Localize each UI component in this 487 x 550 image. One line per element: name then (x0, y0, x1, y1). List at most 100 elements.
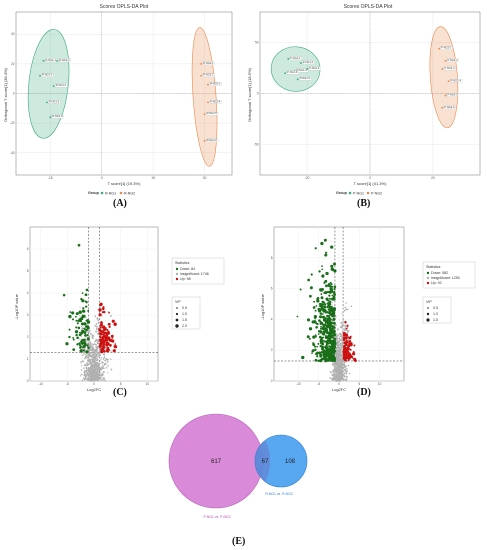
volcano-point-insignificant (80, 365, 83, 367)
volcano-point-down (333, 269, 337, 273)
volcano-point-down (331, 297, 334, 300)
volcano-point-insignificant (338, 364, 341, 367)
point-label: R-NG2-1 (203, 61, 214, 65)
volcano-point-up (108, 311, 110, 314)
volcano-point-down (330, 245, 334, 249)
point-label: R-NG2-2 (203, 73, 214, 77)
volcano-point-down (315, 325, 318, 329)
volcano-point-insignificant (339, 338, 342, 341)
volcano-point-insignificant (343, 325, 345, 327)
volcano-point-insignificant (86, 379, 89, 381)
volcano-point-insignificant (345, 328, 347, 331)
x-tick-label: 0 (101, 176, 103, 180)
venn-overlap-region (255, 440, 271, 482)
volcano-point-up (354, 359, 357, 363)
volcano-point-insignificant (103, 367, 105, 369)
y-tick-label: 1 (27, 357, 29, 361)
volcano-point-down (84, 334, 87, 337)
volcano-point-down (320, 241, 324, 246)
volcano-point-insignificant (91, 367, 94, 369)
volcano-point-insignificant (110, 368, 113, 371)
point-label: P-NG2-6 (444, 105, 455, 109)
volcano-point-down (333, 337, 337, 341)
volcano-point-down (74, 330, 79, 334)
volcano-point-insignificant (92, 337, 94, 340)
volcano-point-insignificant (346, 330, 349, 332)
volcano-point-insignificant (95, 366, 98, 368)
volcano-point-down (328, 317, 331, 320)
volcano-point-insignificant (345, 325, 347, 328)
volcano-point-insignificant (345, 370, 348, 372)
volcano-point-insignificant (98, 352, 100, 354)
score-point (441, 68, 444, 70)
volcano-point-insignificant (94, 315, 97, 318)
volcano-point-down (313, 300, 316, 303)
volcano-point-insignificant (336, 366, 338, 368)
chart-c-vip-item-4: 2.0 (182, 324, 187, 328)
volcano-point-insignificant (337, 379, 339, 381)
volcano-point-insignificant (102, 371, 105, 374)
volcano-point-insignificant (87, 369, 90, 371)
volcano-point-down (75, 333, 78, 337)
chart-d-vip-marker-2 (426, 312, 430, 316)
volcano-point-insignificant (79, 306, 81, 308)
volcano-point-insignificant (92, 353, 95, 356)
volcano-point-insignificant (332, 363, 335, 366)
volcano-point-insignificant (110, 350, 112, 352)
volcano-point-insignificant (81, 379, 84, 382)
volcano-point-insignificant (338, 380, 340, 382)
volcano-point-insignificant (333, 368, 335, 371)
panel-e-letter: (E) (232, 536, 246, 547)
chart-b-grid: -20 0 20 50 0 -50 (254, 12, 480, 180)
chart-c-vip-item-2: 1.0 (182, 312, 187, 316)
panel-d-letter: (D) (357, 387, 371, 398)
volcano-point-down (311, 350, 314, 353)
volcano-point-insignificant (83, 374, 86, 377)
volcano-point-down (77, 326, 81, 330)
volcano-point-up (348, 352, 351, 356)
volcano-point-down (306, 318, 311, 322)
volcano-point-up (108, 325, 111, 328)
volcano-point-insignificant (91, 351, 94, 354)
volcano-point-down (76, 336, 79, 340)
volcano-point-up (99, 326, 102, 329)
volcano-point-down (328, 294, 331, 297)
volcano-point-down (315, 304, 318, 307)
point-label-box (55, 83, 68, 88)
volcano-point-insignificant (95, 323, 98, 325)
volcano-point-insignificant (104, 380, 107, 382)
volcano-point-insignificant (84, 356, 87, 359)
volcano-point-insignificant (95, 372, 98, 374)
chart-b-xlabel: T score[1] (41.3%) (354, 181, 387, 186)
volcano-point-insignificant (97, 321, 100, 324)
chart-a-legend: Group R-NG1 R-NG2 (88, 191, 135, 195)
volcano-point-down (324, 317, 327, 319)
volcano-point-down (325, 284, 328, 288)
volcano-point-insignificant (344, 306, 347, 309)
volcano-point-down (326, 332, 329, 335)
point-label-box (205, 138, 219, 143)
volcano-point-down (296, 315, 299, 318)
x-tick-label: -5 (66, 382, 69, 386)
volcano-point-insignificant (344, 324, 347, 326)
volcano-point-up (107, 322, 111, 326)
volcano-point-up (99, 302, 103, 307)
volcano-point-insignificant (94, 364, 96, 366)
volcano-point-insignificant (91, 350, 93, 352)
volcano-point-insignificant (99, 354, 102, 357)
volcano-point-down (328, 333, 333, 337)
point-label-box (51, 114, 64, 119)
volcano-point-down (77, 319, 80, 323)
volcano-point-insignificant (88, 358, 90, 360)
point-label: P-NG1-6 (287, 70, 298, 74)
volcano-point-insignificant (101, 366, 103, 368)
volcano-point-down (316, 355, 319, 358)
volcano-point-down (328, 347, 332, 352)
volcano-point-down (86, 326, 90, 330)
volcano-point-insignificant (94, 351, 96, 353)
chart-d-stats-title: Statistics (426, 265, 441, 269)
volcano-point-insignificant (335, 358, 338, 361)
volcano-point-insignificant (331, 304, 334, 306)
panel-e: 617 67 108 P-NG1 vs. P-NG2 R-NG1 vs. R-N… (0, 400, 487, 550)
volcano-point-down (323, 281, 326, 284)
